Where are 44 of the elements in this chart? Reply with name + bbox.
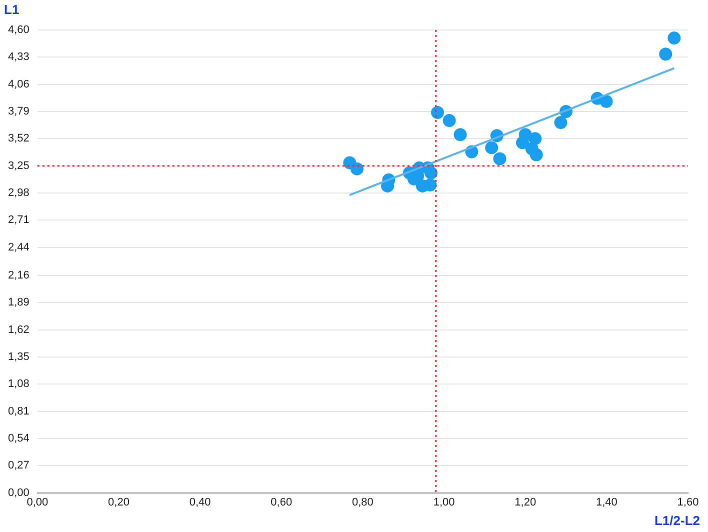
x-tick-label: 1,40 <box>596 496 618 508</box>
x-axis-title: L1/2-L2 <box>654 513 700 528</box>
y-tick-label: 1,89 <box>8 296 30 309</box>
y-tick-label: 3,25 <box>8 160 30 172</box>
x-tick-label: 1,60 <box>677 496 699 508</box>
x-tick-label: 1,20 <box>514 496 536 508</box>
x-tick-label: 0,60 <box>270 496 292 508</box>
point <box>442 114 456 128</box>
y-tick-label: 2,44 <box>8 241 30 254</box>
y-tick-label: 3,79 <box>8 106 30 118</box>
y-tick-label: 2,16 <box>8 270 30 282</box>
point <box>528 132 542 146</box>
point <box>431 106 444 119</box>
y-tick-label: 4,06 <box>8 78 30 90</box>
point <box>518 128 532 142</box>
point <box>454 128 467 142</box>
x-tick-label: 0,80 <box>352 496 374 508</box>
point <box>424 166 438 180</box>
y-axis-title: L1 <box>4 2 20 17</box>
point <box>424 178 437 192</box>
y-tick-label: 0,27 <box>8 460 30 472</box>
y-tick-label: 0,81 <box>8 405 30 418</box>
point <box>554 116 568 130</box>
y-tick-label: 0,54 <box>8 432 30 445</box>
y-tick-label: 4,60 <box>8 24 30 36</box>
y-tick-label: 1,08 <box>8 378 30 390</box>
y-tick-label: 1,35 <box>8 351 30 364</box>
point <box>600 94 613 108</box>
point <box>659 48 672 61</box>
x-tick-label: 0,20 <box>108 496 130 508</box>
y-tick-label: 1,62 <box>8 324 30 336</box>
y-tick-label: 2,98 <box>8 187 30 200</box>
y-tick-label: 4,33 <box>8 51 30 64</box>
y-tick-label: 3,52 <box>8 132 30 145</box>
x-tick-label: 0,40 <box>189 496 211 508</box>
point <box>530 148 543 162</box>
y-tick-label: 0,00 <box>8 486 30 499</box>
point <box>350 162 364 176</box>
y-tick-label: 2,71 <box>8 214 30 226</box>
point <box>485 141 498 154</box>
x-tick-label: 0,00 <box>26 496 48 508</box>
point <box>668 32 681 45</box>
x-tick-label: 1,00 <box>433 496 455 508</box>
point <box>493 152 506 166</box>
